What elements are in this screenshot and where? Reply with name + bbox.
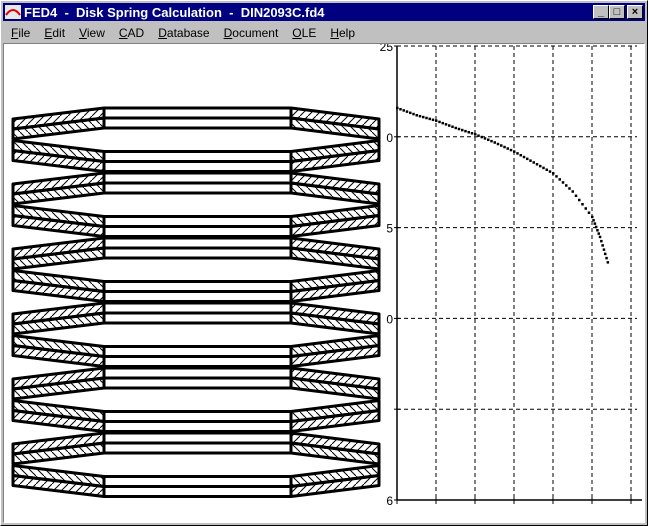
data-point <box>451 125 454 129</box>
data-point <box>457 127 461 131</box>
menu-document[interactable]: Document <box>223 25 279 40</box>
data-point <box>464 129 467 133</box>
data-point <box>548 170 552 173</box>
data-point <box>601 244 604 247</box>
data-point <box>418 114 422 118</box>
data-point <box>474 133 477 136</box>
data-point <box>454 126 457 130</box>
data-point <box>571 190 574 193</box>
data-point <box>539 164 542 168</box>
data-point <box>396 106 399 110</box>
data-point <box>574 194 578 198</box>
y-tick-label: 0 <box>386 312 393 326</box>
menu-ole[interactable]: OLE <box>292 25 317 40</box>
data-point <box>584 207 587 210</box>
data-point <box>555 175 558 178</box>
title-bar[interactable]: FED4 - Disk Spring Calculation - DIN2093… <box>3 3 645 21</box>
data-point <box>535 163 539 166</box>
y-tick-label: 6 <box>386 494 393 508</box>
minimize-button[interactable]: _ <box>593 5 609 19</box>
menu-bar: File Edit View CAD Database Document OLE… <box>3 23 361 42</box>
data-point <box>399 107 402 111</box>
data-point <box>467 130 470 134</box>
data-point <box>493 141 496 144</box>
data-point <box>483 137 487 140</box>
data-point <box>490 139 493 143</box>
data-point <box>409 111 412 115</box>
data-point <box>581 202 584 206</box>
data-point <box>509 148 513 152</box>
data-point <box>431 118 435 122</box>
data-point <box>526 157 529 161</box>
menu-view[interactable]: View <box>79 25 105 40</box>
data-point <box>516 152 519 155</box>
data-point <box>605 256 608 260</box>
drawing-area[interactable]: 25 0 5 0 6 <box>3 43 645 523</box>
y-tick-label: 25 <box>380 44 394 54</box>
data-point <box>561 181 565 184</box>
data-point <box>600 239 603 243</box>
data-point <box>519 153 522 157</box>
data-point <box>503 145 506 149</box>
data-point <box>428 117 431 121</box>
data-point <box>587 211 591 214</box>
close-button[interactable]: × <box>627 5 643 19</box>
data-point <box>422 115 425 119</box>
data-point <box>415 114 418 117</box>
menu-file[interactable]: File <box>11 25 31 40</box>
data-point <box>435 119 438 122</box>
data-point <box>412 112 415 116</box>
data-point <box>513 150 516 153</box>
data-point <box>470 132 474 135</box>
menu-database[interactable]: Database <box>158 25 210 40</box>
disk-spring-stack <box>11 106 381 498</box>
data-point <box>604 252 607 256</box>
data-point <box>542 166 545 170</box>
data-point <box>591 215 594 219</box>
data-point <box>402 109 405 112</box>
data-point <box>477 134 480 137</box>
data-point <box>425 116 428 120</box>
y-tick-label: 0 <box>386 131 393 145</box>
data-point <box>506 147 509 150</box>
maximize-button[interactable]: □ <box>609 5 625 19</box>
data-point <box>592 219 595 222</box>
menu-cad[interactable]: CAD <box>118 25 145 40</box>
menu-help[interactable]: Help <box>330 25 356 40</box>
data-point <box>558 178 561 181</box>
window-title: FED4 - Disk Spring Calculation - DIN2093… <box>24 4 325 20</box>
data-point <box>602 248 606 251</box>
data-point <box>529 159 532 162</box>
force-deflection-chart: 25 0 5 0 6 <box>380 44 642 508</box>
data-point <box>578 198 581 202</box>
data-point <box>606 261 610 264</box>
data-point <box>568 187 571 190</box>
data-point <box>598 235 602 239</box>
data-point <box>444 123 448 126</box>
data-point <box>500 144 503 147</box>
data-point <box>594 225 598 229</box>
data-point <box>441 121 444 125</box>
data-point <box>480 135 483 139</box>
app-icon[interactable] <box>5 5 21 19</box>
data-point <box>461 128 464 132</box>
data-point <box>487 138 490 142</box>
data-point <box>545 168 548 171</box>
menu-edit[interactable]: Edit <box>44 25 66 40</box>
data-point <box>405 110 409 113</box>
y-tick-label: 5 <box>386 222 393 236</box>
data-point <box>532 161 535 164</box>
data-point <box>522 155 526 159</box>
data-point <box>496 142 500 146</box>
data-point <box>565 184 568 187</box>
data-point <box>596 229 599 232</box>
data-point <box>448 124 451 127</box>
data-point <box>438 120 441 124</box>
data-point <box>552 172 555 175</box>
data-point <box>597 232 600 235</box>
data-point <box>593 222 597 225</box>
spring-drawing-and-chart: 25 0 5 0 6 <box>11 44 642 508</box>
